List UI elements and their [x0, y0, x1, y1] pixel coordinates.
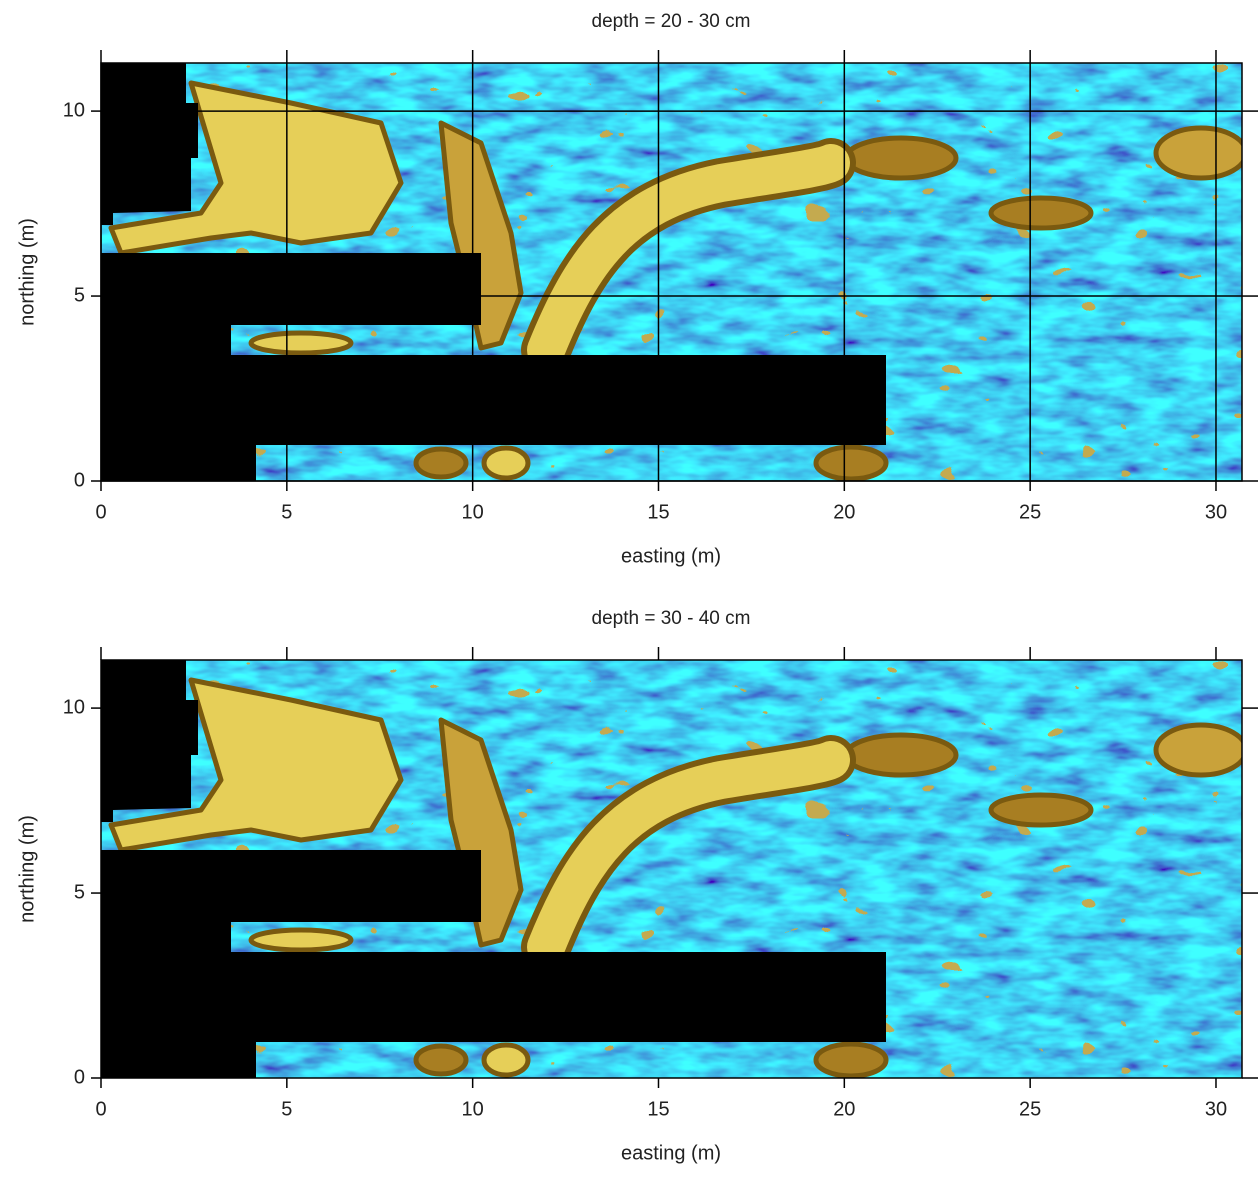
x-tick-label: 20 [833, 501, 855, 523]
heatmap-image [101, 63, 1246, 481]
y-tick-label: 10 [63, 696, 85, 718]
x-tick-label: 0 [95, 1098, 106, 1120]
y-axis-label: northing (m) [16, 815, 38, 923]
x-axis-label: easting (m) [621, 1142, 721, 1164]
x-tick-label: 25 [1019, 1098, 1041, 1120]
x-tick-label: 15 [647, 501, 669, 523]
chart-title: depth = 30 - 40 cm [592, 608, 751, 629]
y-axis-label: northing (m) [16, 218, 38, 326]
x-tick-label: 30 [1205, 501, 1227, 523]
y-tick-label: 5 [74, 284, 85, 306]
y-tick-label: 0 [74, 1066, 85, 1088]
x-axis-label: easting (m) [621, 545, 721, 567]
x-tick-label: 20 [833, 1098, 855, 1120]
x-tick-label: 5 [281, 501, 292, 523]
heatmap-image [101, 660, 1246, 1078]
x-tick-label: 10 [462, 1098, 484, 1120]
panel: depth = 20 - 30 cm easting (m) northing (m… [16, 11, 1258, 567]
panel: depth = 30 - 40 cm easting (m) northing (m… [16, 608, 1258, 1164]
y-tick-label: 10 [63, 99, 85, 121]
x-tick-label: 0 [95, 501, 106, 523]
y-tick-label: 5 [74, 881, 85, 903]
plot-frame [100, 659, 1243, 1079]
chart-title: depth = 20 - 30 cm [592, 11, 751, 32]
x-tick-label: 25 [1019, 501, 1041, 523]
x-tick-label: 10 [462, 501, 484, 523]
x-tick-label: 30 [1205, 1098, 1227, 1120]
y-tick-label: 0 [74, 469, 85, 491]
x-tick-label: 15 [647, 1098, 669, 1120]
plot-frame [100, 62, 1243, 482]
x-tick-label: 5 [281, 1098, 292, 1120]
